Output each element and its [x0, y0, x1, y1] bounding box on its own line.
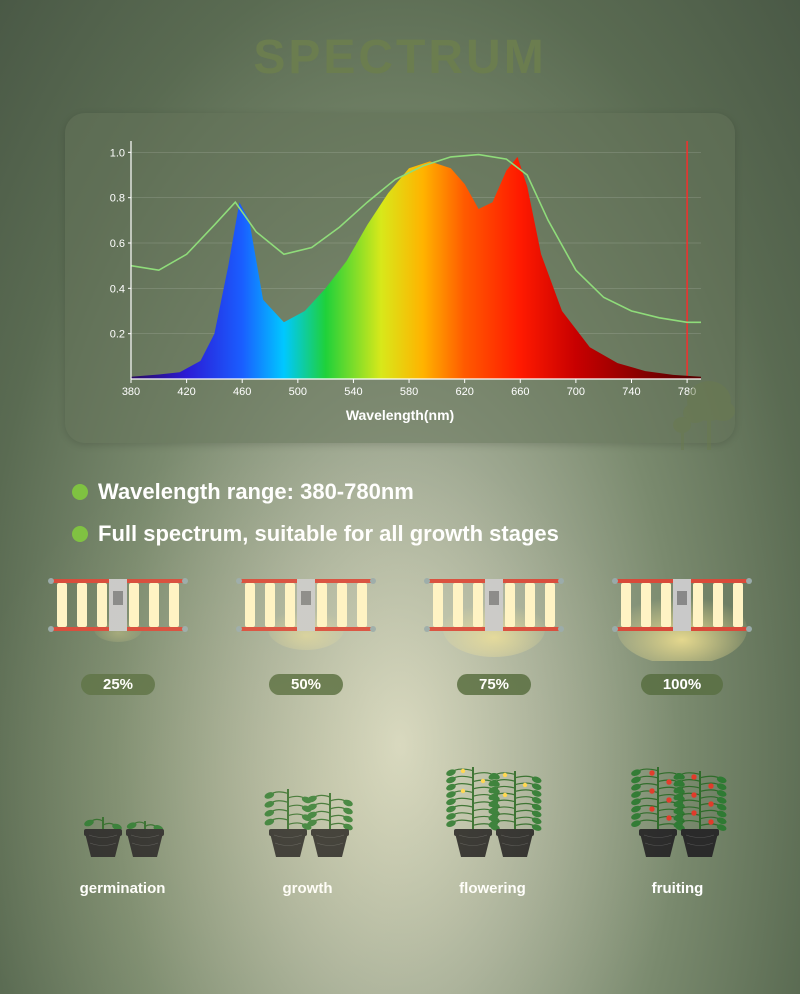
light-fixture-icon: [43, 571, 193, 661]
spectrum-chart-panel: 0.2 0.4 0.6 0.8 1.0 380 420 460 500 540 580 620 660 7…: [65, 113, 735, 443]
tree-icon: [665, 361, 745, 451]
svg-text:420: 420: [177, 386, 195, 398]
svg-text:0.8: 0.8: [110, 193, 125, 205]
bullet-item: Full spectrum, suitable for all growth s…: [72, 521, 800, 547]
bullet-text: Full spectrum, suitable for all growth s…: [98, 521, 559, 547]
svg-text:700: 700: [567, 386, 585, 398]
svg-text:380: 380: [122, 386, 140, 398]
light-level-col: 25%: [33, 571, 203, 695]
plant-stage-icon: [53, 745, 193, 865]
stage-col-flowering: flowering: [408, 745, 578, 897]
feature-bullets: Wavelength range: 380-780nm Full spectru…: [72, 479, 800, 547]
plant-stage-icon: [423, 745, 563, 865]
svg-text:540: 540: [344, 386, 362, 398]
intensity-pill: 75%: [457, 674, 531, 695]
intensity-pill: 25%: [81, 674, 155, 695]
bullet-item: Wavelength range: 380-780nm: [72, 479, 800, 505]
stage-label: fruiting: [593, 880, 763, 897]
svg-text:500: 500: [289, 386, 307, 398]
svg-text:740: 740: [622, 386, 640, 398]
growth-stages-row: germination growth: [30, 745, 770, 897]
svg-text:0.6: 0.6: [110, 238, 125, 250]
svg-text:0.2: 0.2: [110, 329, 125, 341]
stage-label: flowering: [408, 880, 578, 897]
light-level-col: 50%: [221, 571, 391, 695]
light-level-col: 100%: [597, 571, 767, 695]
light-fixture-icon: [419, 571, 569, 661]
spectrum-chart: 0.2 0.4 0.6 0.8 1.0 380 420 460 500 540 580 620 660 7…: [89, 133, 711, 405]
stage-col-growth: growth: [223, 745, 393, 897]
stage-label: growth: [223, 880, 393, 897]
light-fixture-icon: [607, 571, 757, 661]
svg-text:580: 580: [400, 386, 418, 398]
stage-col-germination: germination: [38, 745, 208, 897]
plant-stage-icon: [238, 745, 378, 865]
stage-col-fruiting: fruiting: [593, 745, 763, 897]
bullet-dot-icon: [72, 484, 88, 500]
page-title: SPECTRUM: [0, 0, 800, 85]
svg-text:460: 460: [233, 386, 251, 398]
light-fixture-icon: [231, 571, 381, 661]
bullet-dot-icon: [72, 526, 88, 542]
intensity-pill: 50%: [269, 674, 343, 695]
stage-label: germination: [38, 880, 208, 897]
svg-text:0.4: 0.4: [110, 283, 125, 295]
intensity-pill: 100%: [641, 674, 723, 695]
light-level-col: 75%: [409, 571, 579, 695]
svg-text:620: 620: [455, 386, 473, 398]
light-intensity-row: 25% 50%: [24, 571, 776, 695]
bullet-text: Wavelength range: 380-780nm: [98, 479, 414, 505]
svg-text:1.0: 1.0: [110, 147, 125, 159]
svg-text:660: 660: [511, 386, 529, 398]
x-axis-label: Wavelength(nm): [89, 407, 711, 423]
plant-stage-icon: [608, 745, 748, 865]
